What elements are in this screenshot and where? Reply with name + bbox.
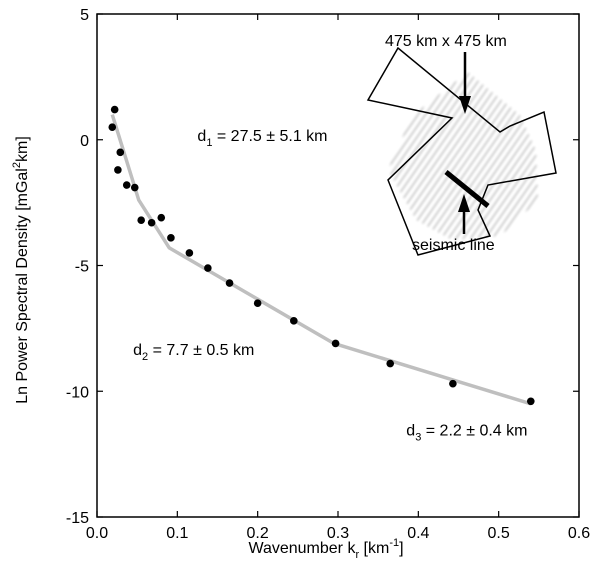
x-tick-label: 0.0 <box>86 525 108 542</box>
fit-line-series <box>110 114 532 406</box>
inset-outline <box>366 46 557 256</box>
data-point <box>527 397 535 406</box>
data-point <box>204 264 212 272</box>
x-axis-label: Wavenumber kr [km-1] <box>248 537 403 561</box>
data-point <box>110 105 119 114</box>
plot-frame <box>96 13 580 518</box>
x-tick-label: 0.2 <box>247 525 269 542</box>
x-tick-label: 0.4 <box>407 525 429 542</box>
seismic-arrow-head <box>458 194 470 212</box>
inset-seismic-label: seismic line <box>412 237 495 254</box>
data-point <box>130 183 139 192</box>
data-point <box>137 216 145 225</box>
depth-annotation-1: d1 = 27.5 ± 5.1 km <box>197 128 327 149</box>
inset-hatched-area <box>388 72 538 240</box>
depth-annotation-2: d2 = 7.7 ± 0.5 km <box>133 342 254 363</box>
area-arrow-head <box>459 96 471 114</box>
plot-border <box>96 13 580 518</box>
y-axis: -15 -10 -5 0 5 <box>66 7 579 527</box>
y-tick-label: 5 <box>80 7 89 24</box>
data-point <box>225 279 234 287</box>
data-point <box>167 234 175 242</box>
y-tick-label: -15 <box>66 510 89 527</box>
inset-map: 475 km x 475 km seismic line <box>366 33 557 256</box>
data-point <box>386 359 395 368</box>
data-point <box>122 181 131 189</box>
x-tick-label: 0.3 <box>327 525 349 542</box>
data-points <box>108 105 535 406</box>
data-point <box>157 213 166 222</box>
data-point <box>185 249 194 257</box>
data-point <box>114 166 122 174</box>
data-point <box>147 218 156 227</box>
fit-lines <box>110 114 532 406</box>
x-axis: 0.0 0.1 0.2 0.3 0.4 0.5 0.6 <box>86 14 590 542</box>
data-point <box>449 379 457 388</box>
inset-area-label: 475 km x 475 km <box>385 33 507 50</box>
y-tick-label: -5 <box>75 259 89 276</box>
y-tick-label: -10 <box>66 384 89 401</box>
x-tick-label: 0.6 <box>568 525 590 542</box>
data-point <box>108 123 117 131</box>
data-point <box>290 317 298 325</box>
x-tick-label: 0.5 <box>488 525 510 542</box>
depth-annotation-3: d3 = 2.2 ± 0.4 km <box>406 422 527 443</box>
y-axis-label: Ln Power Spectral Density [mGal2km] <box>11 136 31 404</box>
seismic-line-marker <box>444 170 490 208</box>
y-tick-label: 0 <box>80 133 89 150</box>
annotations: d1 = 27.5 ± 5.1 km d2 = 7.7 ± 0.5 km d3 = … <box>133 128 527 443</box>
data-point <box>116 148 125 157</box>
data-point <box>331 339 340 348</box>
x-tick-label: 0.1 <box>166 525 188 542</box>
data-point <box>253 299 262 308</box>
